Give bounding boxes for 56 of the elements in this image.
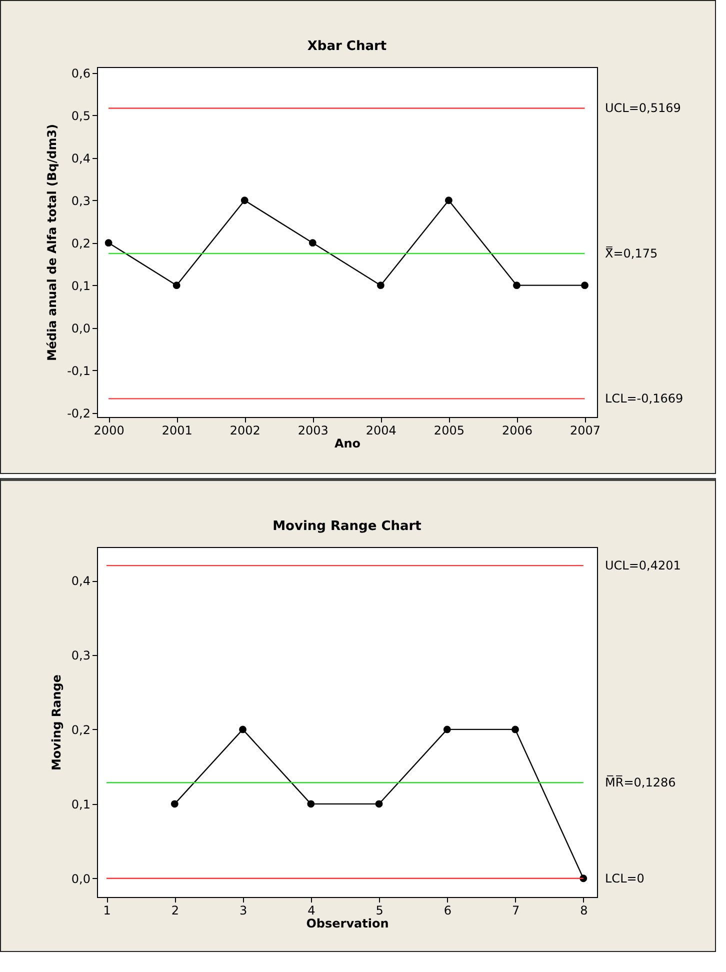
x-tick-label: 2000 [94,424,124,438]
x-axis-title: Observation [306,916,389,930]
ref-line-label: UCL=0,5169 [605,101,681,116]
point [308,239,316,247]
x-tick-label: 2003 [298,424,328,438]
ref-line-label: LCL=0 [605,871,644,886]
y-tick-label: 0,1 [71,278,90,293]
point [172,282,180,290]
ref-line-label: X̿=0,175 [605,245,658,260]
point [581,282,588,290]
y-axis-title: Média anual de Alfa total (Bq/dm3) [45,124,60,362]
x-tick-label: 2002 [230,424,260,438]
x-tick-label: 2 [171,904,179,918]
point [307,800,315,808]
x-tick-label: 7 [512,904,520,918]
x-tick-label: 3 [239,904,248,918]
y-tick-label: 0,0 [71,872,90,886]
x-tick-label: 2005 [434,424,464,438]
point [239,726,246,734]
x-tick-label: 6 [444,904,452,918]
y-tick-label: 0,4 [71,151,90,166]
y-tick-label: 0,5 [71,108,90,123]
point [444,196,452,204]
ref-line-label: M̅R̅=0,1286 [605,774,676,790]
y-tick-label: 0,3 [71,194,90,208]
x-tick-label: 1 [103,904,111,918]
point [513,282,520,290]
point [375,800,383,808]
x-tick-label: 8 [580,904,588,918]
y-axis-title: Moving Range [49,674,64,771]
y-tick-label: -0,2 [67,406,90,420]
x-tick-label: 2001 [162,424,192,438]
y-tick-label: 0,6 [71,66,90,80]
ref-line-label: LCL=-0,1669 [605,392,684,406]
point [104,239,112,247]
y-tick-label: 0,2 [71,722,90,737]
x-axis-title: Ano [334,436,361,450]
x-tick-label: 2004 [366,424,396,438]
x-tick-label: 4 [308,904,316,918]
y-tick-label: 0,1 [71,797,90,812]
point [170,800,178,808]
y-tick-label: 0,3 [71,648,90,662]
ref-line-label: UCL=0,4201 [605,558,681,573]
y-tick-label: 0,4 [71,574,90,588]
x-tick-label: 2006 [502,424,532,438]
point [512,726,519,734]
x-tick-label: 2007 [570,424,601,438]
y-tick-label: 0,2 [71,236,90,250]
y-tick-label: -0,1 [67,364,90,378]
point [240,196,248,204]
point [376,282,384,290]
chart-title: Moving Range Chart [272,519,422,534]
x-tick-label: 5 [376,904,384,918]
y-tick-label: 0,0 [71,321,90,336]
point [443,726,451,734]
chart-title: Xbar Chart [307,38,387,54]
